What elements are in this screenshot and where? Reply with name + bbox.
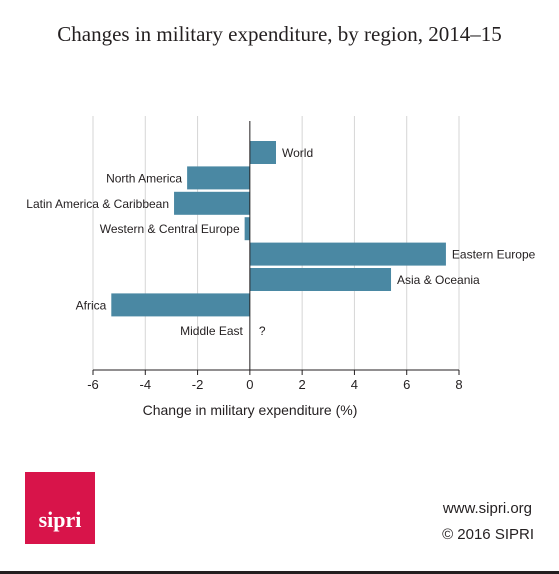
x-tick-label: 2 bbox=[299, 377, 306, 392]
bar bbox=[249, 242, 446, 266]
x-tick-label: 8 bbox=[455, 377, 462, 392]
bar-chart: -6 -4 -2 0 2 4 6 8 World North America Latin Amer… bbox=[26, 116, 536, 418]
category-label: Latin America & Caribbean bbox=[26, 197, 169, 211]
website-link[interactable]: www.sipri.org bbox=[442, 500, 532, 517]
category-label: Middle East bbox=[180, 324, 243, 338]
bottom-rule bbox=[0, 571, 559, 574]
x-tick-label: 4 bbox=[351, 377, 358, 392]
bar bbox=[174, 191, 250, 215]
bar bbox=[249, 268, 392, 291]
category-label: Asia & Oceania bbox=[397, 273, 480, 287]
bar bbox=[244, 217, 250, 241]
category-label: North America bbox=[106, 171, 182, 185]
logo-text: sipri bbox=[38, 507, 82, 532]
x-tick-label: 6 bbox=[403, 377, 410, 392]
missing-data-marker: ? bbox=[259, 324, 266, 338]
bar bbox=[111, 293, 250, 317]
bar bbox=[249, 141, 276, 164]
bar bbox=[187, 166, 250, 190]
x-tick-label: -6 bbox=[87, 377, 99, 392]
x-tick-label: -4 bbox=[140, 377, 152, 392]
category-labels: World North America Latin America & Caribb… bbox=[26, 146, 535, 338]
category-label: Western & Central Europe bbox=[100, 222, 240, 236]
x-tick-label: 0 bbox=[246, 377, 253, 392]
category-label: World bbox=[282, 146, 313, 160]
category-label: Africa bbox=[76, 298, 107, 312]
x-axis-label: Change in military expenditure (%) bbox=[143, 402, 358, 418]
x-tick-label: -2 bbox=[192, 377, 204, 392]
chart-title: Changes in military expenditure, by regi… bbox=[57, 22, 502, 46]
bars bbox=[111, 141, 446, 317]
axes: -6 -4 -2 0 2 4 6 8 bbox=[87, 121, 463, 392]
category-label: Eastern Europe bbox=[452, 248, 536, 262]
copyright-text: © 2016 SIPRI bbox=[442, 526, 534, 543]
sipri-logo: sipri bbox=[25, 472, 95, 544]
